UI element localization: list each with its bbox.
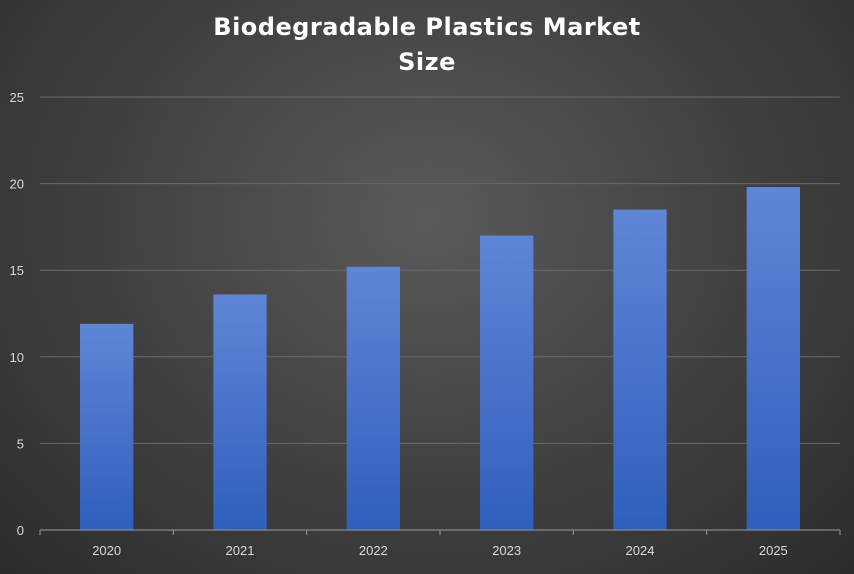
bar-2024 — [613, 209, 667, 530]
y-tick-label: 0 — [17, 523, 24, 538]
bar-2021 — [213, 294, 267, 530]
bar-2023 — [480, 235, 534, 530]
x-tick-label: 2020 — [92, 543, 121, 558]
x-tick-label: 2024 — [626, 543, 655, 558]
y-tick-label: 10 — [10, 350, 24, 365]
y-tick-label: 5 — [17, 436, 24, 451]
y-tick-label: 15 — [10, 263, 24, 278]
chart-title-line-1: Biodegradable Plastics Market — [213, 13, 641, 41]
x-tick-label: 2021 — [226, 543, 255, 558]
y-tick-label: 25 — [10, 90, 24, 105]
bar-2020 — [80, 323, 134, 530]
x-tick-label: 2023 — [492, 543, 521, 558]
y-tick-label: 20 — [10, 177, 24, 192]
chart-title-line-2: Size — [398, 48, 456, 76]
bar-2022 — [346, 266, 400, 530]
chart-title: Biodegradable Plastics Market Size — [0, 10, 854, 80]
x-tick-label: 2022 — [359, 543, 388, 558]
x-tick-label: 2025 — [759, 543, 788, 558]
bar-2025 — [746, 187, 800, 530]
